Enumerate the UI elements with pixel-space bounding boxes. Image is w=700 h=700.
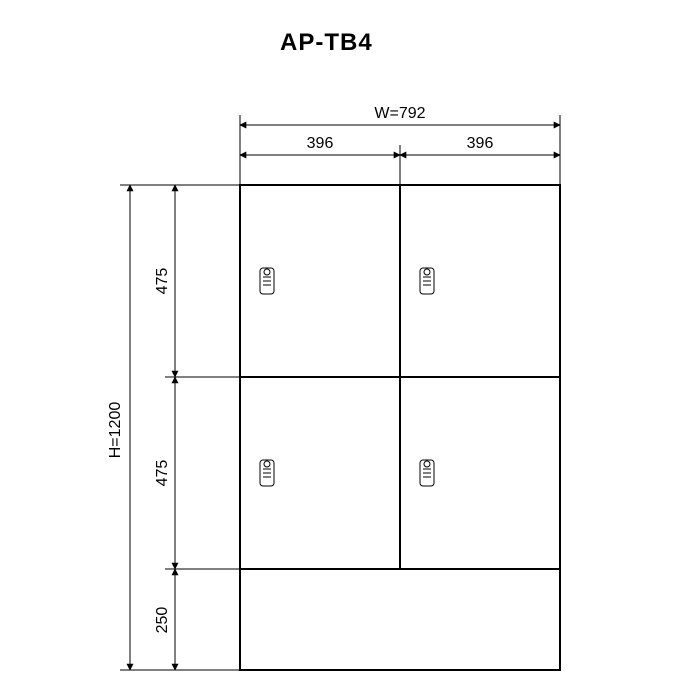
page-title: AP-TB4 xyxy=(280,29,373,56)
latch-icon xyxy=(420,268,434,294)
dim-label-base: 250 xyxy=(154,607,171,634)
dim-label-row1: 475 xyxy=(154,268,171,295)
dim-label-width-total: W=792 xyxy=(374,105,425,122)
latch-icon xyxy=(260,268,274,294)
dim-label-col-right: 396 xyxy=(467,135,494,152)
latch-icon xyxy=(420,460,434,486)
dim-label-col-left: 396 xyxy=(307,135,334,152)
dim-label-height-total: H=1200 xyxy=(107,402,124,459)
latch-icon xyxy=(260,460,274,486)
dim-label-row2: 475 xyxy=(154,460,171,487)
